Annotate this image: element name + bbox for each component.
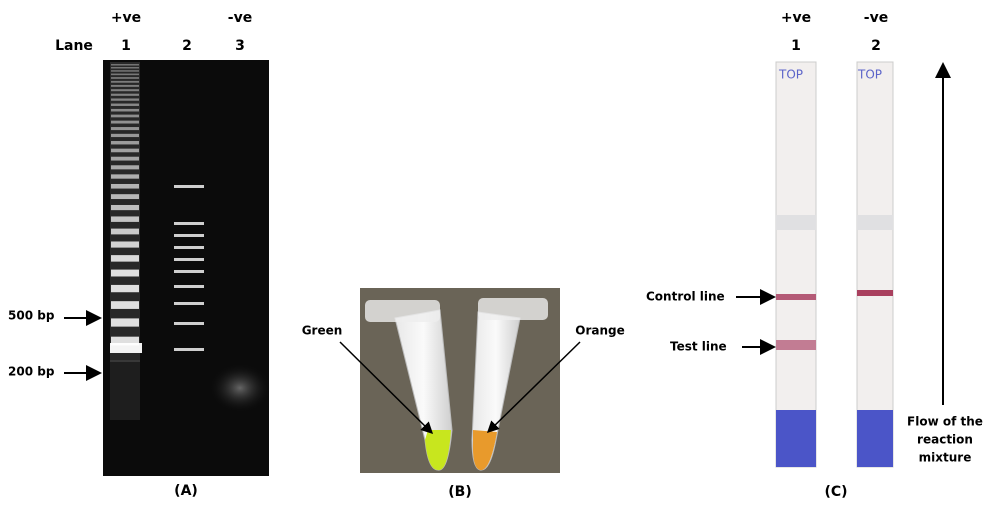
gel-band	[111, 74, 139, 76]
gel-band	[174, 270, 204, 273]
gel-band	[111, 241, 139, 247]
gel-band	[110, 62, 140, 362]
gel-band	[111, 77, 139, 79]
flow-label: reaction	[917, 433, 973, 447]
lane-header: Lane	[55, 38, 93, 54]
lane-label: -ve	[228, 10, 252, 26]
gel-band	[111, 89, 139, 91]
panel-a: +ve -ve Lane 1 2 3 500 bp 200 bp (A)	[8, 10, 270, 499]
gel-band	[111, 67, 139, 69]
marker-label: 500 bp	[8, 309, 55, 323]
gel-band	[111, 301, 139, 309]
gel-band	[111, 255, 139, 262]
flow-label: mixture	[919, 451, 972, 465]
strip-label: +ve	[781, 10, 811, 26]
gel-band	[111, 149, 139, 153]
gel-band	[174, 322, 204, 325]
gel-band	[111, 216, 139, 221]
gel-band	[111, 184, 139, 189]
gel-band	[110, 343, 142, 353]
gel-band	[111, 115, 139, 118]
gel-band	[111, 104, 139, 106]
gel-band	[174, 285, 204, 288]
gel-band	[174, 185, 204, 188]
flow-label: Flow of the	[907, 415, 983, 429]
figure: +ve -ve Lane 1 2 3 500 bp 200 bp (A) Gre…	[0, 0, 987, 505]
gel-band	[111, 229, 139, 235]
gel-band	[111, 85, 139, 87]
gel-band	[174, 258, 204, 261]
caption: (C)	[824, 484, 847, 500]
gel-band	[111, 318, 139, 326]
gel-band	[111, 109, 139, 112]
gel-band	[111, 174, 139, 178]
gel-band	[111, 270, 139, 277]
strip-number: 1	[791, 38, 801, 54]
gel-band	[111, 94, 139, 96]
strip-number: 2	[871, 38, 881, 54]
gel-band	[174, 222, 204, 225]
strip: TOP	[857, 62, 893, 467]
gel-band	[111, 81, 139, 83]
gel-band	[174, 246, 204, 249]
gel-band	[111, 285, 139, 292]
tube-cap	[478, 298, 548, 320]
gel-band	[111, 205, 139, 210]
lane-number: 1	[121, 38, 131, 54]
gel-band	[110, 360, 140, 420]
gel-band	[174, 302, 204, 305]
gel-band	[111, 64, 139, 66]
panel-c: +ve -ve 1 2 TOP TOP Control line Test li…	[646, 10, 983, 500]
gel-band	[111, 194, 139, 199]
gel-band	[111, 121, 139, 124]
primer-dimer	[210, 364, 270, 412]
caption: (A)	[174, 483, 198, 499]
gel-band	[111, 165, 139, 169]
strip: TOP	[776, 62, 816, 467]
strip-label: -ve	[864, 10, 888, 26]
lane-label: +ve	[111, 10, 141, 26]
line-label: Control line	[646, 290, 725, 304]
gel-band	[174, 234, 204, 237]
gel-band	[111, 157, 139, 161]
line-label: Test line	[670, 340, 727, 354]
panel-b: Green Orange (B)	[302, 288, 625, 500]
gel-band	[174, 348, 204, 351]
gel-band	[111, 98, 139, 100]
strip-top: TOP	[857, 68, 882, 82]
strip-top: TOP	[778, 68, 803, 82]
marker-label: 200 bp	[8, 365, 55, 379]
color-label: Orange	[575, 324, 625, 338]
gel-band	[111, 141, 139, 144]
gel-band	[111, 134, 139, 137]
lane-number: 2	[182, 38, 192, 54]
gel-band	[111, 127, 139, 130]
caption: (B)	[448, 484, 471, 500]
gel-band	[111, 70, 139, 72]
color-label: Green	[302, 324, 343, 338]
lane-number: 3	[235, 38, 245, 54]
tube-cap	[365, 300, 440, 322]
